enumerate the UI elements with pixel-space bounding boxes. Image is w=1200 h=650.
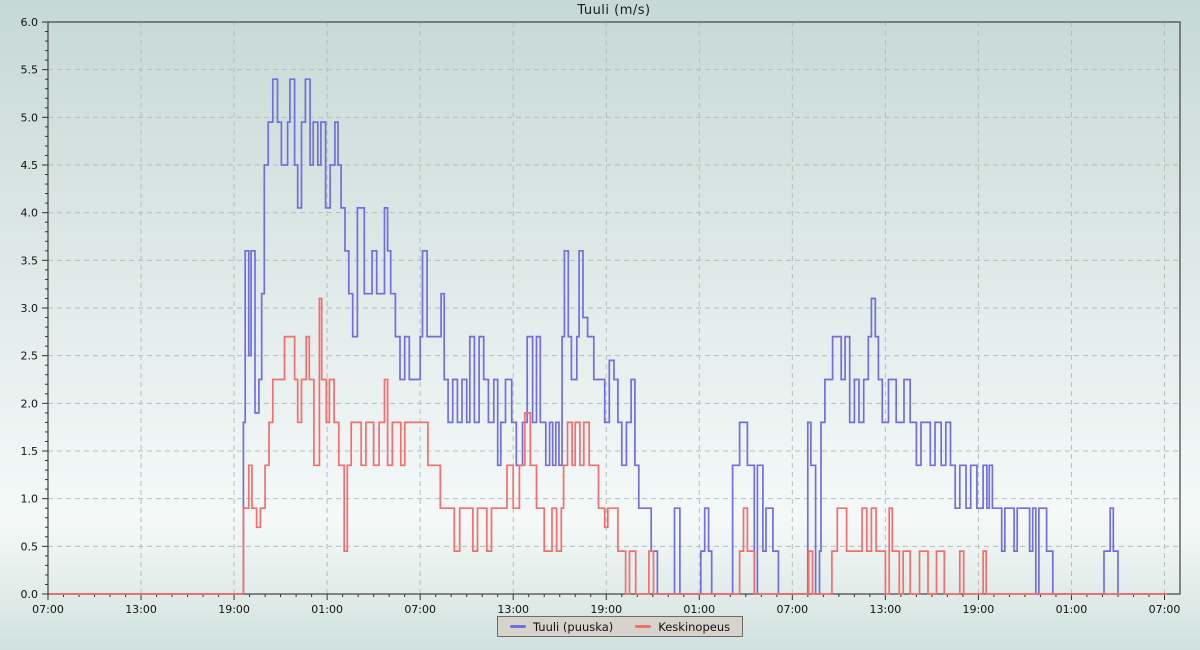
x-tick-label: 07:00 [404,603,436,616]
x-tick-label: 13:00 [125,603,157,616]
legend-label-avg: Keskinopeus [658,619,731,634]
x-tick-label: 19:00 [218,603,250,616]
x-tick-label: 01:00 [1056,603,1088,616]
legend-line-avg-icon [635,625,652,628]
y-tick-label: 4.5 [21,159,39,172]
x-tick-label: 13:00 [497,603,529,616]
y-tick-label: 5.0 [21,111,39,124]
chart-title: Tuuli (m/s) [577,3,651,18]
x-tick-label: 07:00 [776,603,808,616]
y-tick-label: 2.5 [21,350,39,363]
x-tick-label: 19:00 [590,603,622,616]
legend-item-gust: Tuuli (puuska) [510,620,613,634]
series-line-avg [48,297,1168,595]
x-tick-label: 01:00 [311,603,343,616]
y-tick-label: 2.0 [21,397,39,410]
y-tick-label: 5.5 [21,64,39,77]
y-tick-label: 0.0 [21,588,39,601]
y-tick-label: 1.0 [21,493,39,506]
series-line-gust [48,78,1168,595]
legend-item-avg: Keskinopeus [635,620,730,634]
y-tick-label: 4.0 [21,207,39,220]
y-tick-label: 6.0 [21,16,39,29]
legend-line-gust-icon [510,625,526,628]
legend-label-gust: Tuuli (puuska) [533,619,614,634]
y-tick-label: 3.5 [21,254,39,267]
y-tick-label: 1.5 [21,445,39,458]
legend: Tuuli (puuska) Keskinopeus [497,616,744,637]
x-tick-label: 07:00 [1149,603,1181,616]
y-tick-label: 0.5 [21,540,39,553]
x-tick-label: 13:00 [870,603,902,616]
y-tick-label: 3.0 [21,302,39,315]
x-tick-label: 01:00 [683,603,715,616]
x-tick-label: 07:00 [32,603,64,616]
x-tick-label: 19:00 [963,603,995,616]
